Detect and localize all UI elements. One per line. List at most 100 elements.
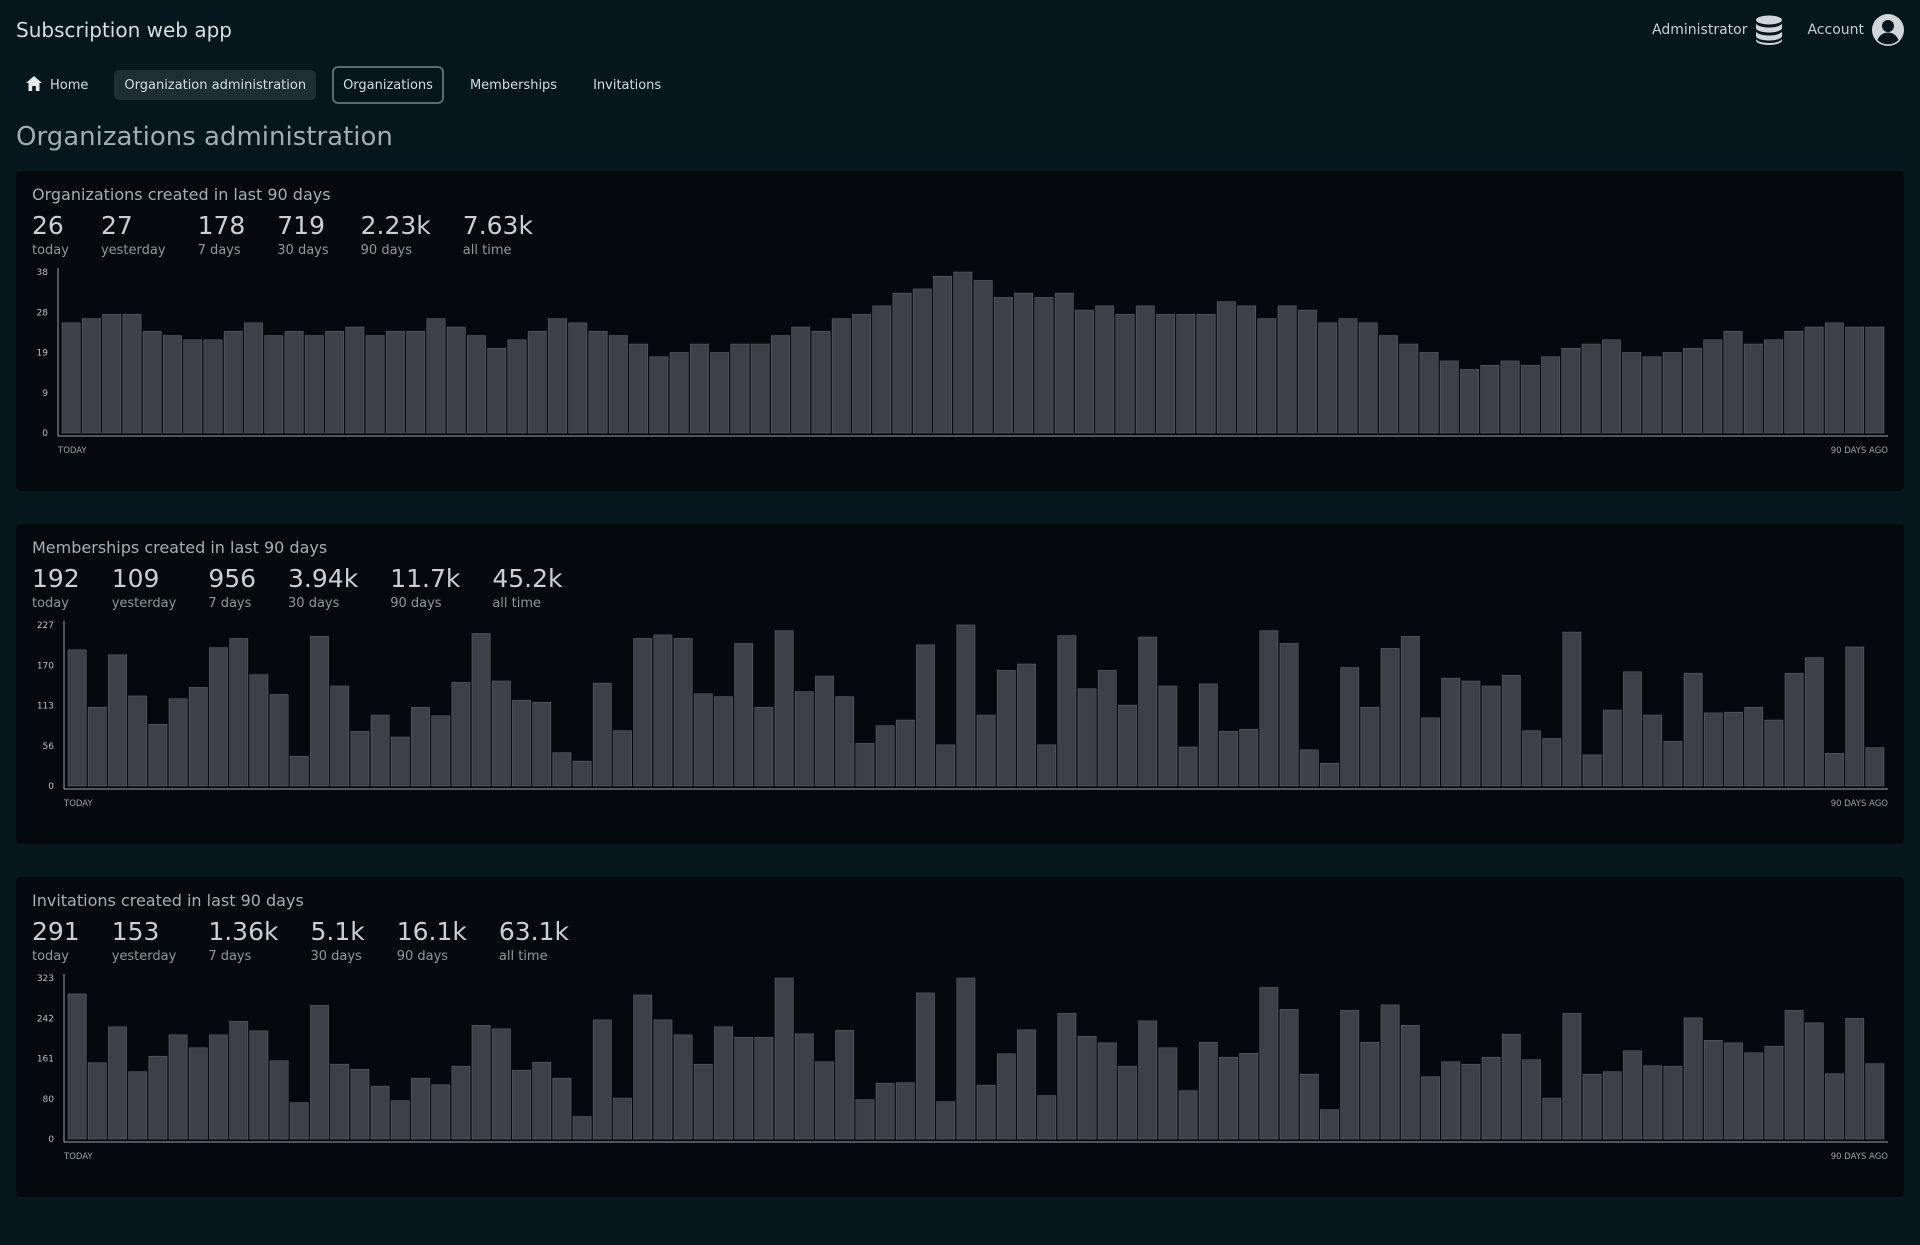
chart-bar: [613, 730, 632, 787]
chart-bar: [1158, 1047, 1178, 1140]
chart-bar: [1845, 646, 1865, 787]
chart-bar: [1421, 717, 1440, 787]
stat-today: 192 today: [32, 564, 80, 611]
chart-bar: [1804, 326, 1824, 434]
chart-bar: [633, 994, 653, 1140]
chart-bar: [996, 670, 1016, 787]
chart-bar: [67, 649, 87, 787]
administrator-menu[interactable]: Administrator: [1652, 15, 1783, 45]
tab-home[interactable]: Home: [16, 70, 98, 100]
tab-organization-administration[interactable]: Organization administration: [114, 70, 317, 100]
top-bar: Subscription web app Administrator Accou…: [0, 0, 1920, 62]
chart-bar: [976, 714, 996, 787]
chart-bar: [754, 1037, 774, 1140]
chart-bar: [693, 1063, 713, 1140]
chart-bar: [693, 693, 713, 787]
tab-label: Organization administration: [124, 77, 307, 93]
chart-bar: [1824, 322, 1844, 434]
stat-label: 7 days: [197, 243, 241, 258]
chart-bar: [1520, 364, 1540, 434]
stat-label: all time: [492, 596, 542, 611]
chart-bar: [1158, 685, 1178, 787]
x-end-label: 90 DAYS AGO: [1831, 446, 1889, 456]
chart-bar: [507, 339, 527, 434]
chart-bar: [1320, 1109, 1339, 1140]
account-menu[interactable]: Account: [1807, 14, 1904, 46]
chart-bar: [1419, 352, 1439, 434]
chart-bar: [794, 1033, 814, 1140]
chart-bar: [1683, 1017, 1703, 1140]
chart-bar: [953, 271, 973, 434]
chart-bar: [1784, 672, 1804, 787]
chart-bar: [1259, 987, 1279, 1140]
memberships-card: Memberships created in last 90 days 192 t…: [16, 524, 1904, 844]
stat-30-days: 719 30 days: [277, 211, 328, 258]
chart-bar: [572, 760, 592, 787]
stat-label: 30 days: [288, 596, 340, 611]
chart-bar: [1299, 1073, 1319, 1140]
chart-bar: [608, 335, 628, 434]
stat-label: all time: [498, 949, 548, 964]
chart-bar: [330, 685, 350, 787]
tab-organizations[interactable]: Organizations: [332, 66, 444, 104]
chart-bar: [1299, 749, 1319, 787]
chart-bar: [350, 1068, 370, 1140]
chart-bar: [568, 322, 588, 434]
chart-bar: [527, 331, 547, 434]
stat-today: 26 today: [32, 211, 69, 258]
stat-value: 45.2k: [492, 564, 563, 593]
chart-bar: [1501, 1034, 1521, 1140]
chart-bar: [1441, 1061, 1461, 1140]
stat-label: yesterday: [111, 596, 177, 611]
chart-bar: [1663, 741, 1683, 787]
chart-bar: [1500, 360, 1520, 434]
stat-value: 26: [32, 211, 64, 240]
chart-bar: [815, 1061, 834, 1140]
chart-bar: [916, 992, 935, 1140]
chart-bar: [390, 1100, 410, 1140]
chart-bar: [1744, 1052, 1764, 1140]
chart-bar: [1460, 369, 1479, 434]
chart-bar: [87, 1062, 107, 1140]
chart-bar: [1340, 667, 1360, 787]
chart-bar: [304, 335, 324, 434]
tab-memberships[interactable]: Memberships: [460, 70, 567, 100]
x-end-label: 90 DAYS AGO: [1831, 1152, 1889, 1162]
chart-bar: [875, 725, 895, 787]
chart-bar: [81, 318, 101, 434]
stat-value: 27: [100, 211, 133, 240]
chart-bar: [1297, 309, 1317, 434]
stat-value: 16.1k: [396, 917, 467, 946]
chart-bar: [1360, 706, 1380, 787]
chart-bar: [552, 752, 572, 787]
chart-bar: [872, 305, 892, 434]
stat-yesterday: 109 yesterday: [112, 564, 177, 611]
stats-row: 26 today 27 yesterday 178 7 days 719 30 days…: [32, 211, 565, 258]
chart-bar: [471, 1025, 491, 1140]
chart-bar: [1461, 1063, 1481, 1140]
chart-bar: [1764, 339, 1783, 434]
chart-bar: [1581, 343, 1601, 434]
tab-invitations[interactable]: Invitations: [583, 70, 671, 100]
x-start-label: TODAY: [57, 446, 87, 456]
chart-bar: [1358, 322, 1378, 434]
y-tick-label: 242: [37, 1014, 54, 1024]
chart-bar: [249, 674, 269, 787]
chart-bar: [993, 297, 1013, 434]
chart-bar: [350, 731, 370, 787]
chart-bar: [835, 696, 855, 787]
chart-bar: [390, 736, 410, 787]
chart-bar: [471, 633, 491, 787]
stat-value: 192: [32, 564, 80, 593]
chart-bar: [956, 624, 976, 787]
chart-bar: [1683, 672, 1703, 787]
chart-bar: [122, 314, 142, 434]
organizations-card: Organizations created in last 90 days 26…: [16, 171, 1904, 491]
chart-bar: [183, 339, 203, 434]
y-tick-label: 0: [42, 429, 48, 439]
chart-bar: [774, 630, 794, 787]
chart-bar: [689, 343, 709, 434]
chart-bar: [734, 1037, 754, 1140]
chart-bar: [168, 1034, 188, 1140]
chart-bar: [1825, 753, 1844, 787]
